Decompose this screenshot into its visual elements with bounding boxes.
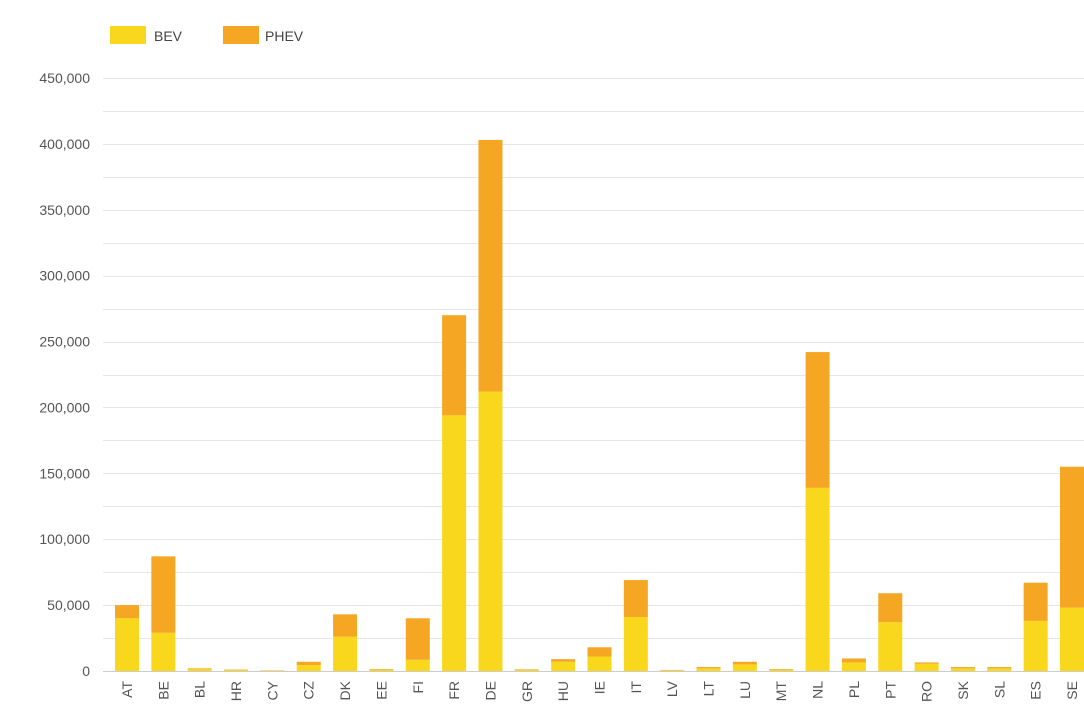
bar-phev-at bbox=[115, 605, 139, 619]
bar-bev-sl bbox=[987, 668, 1012, 671]
bar-phev-ro bbox=[914, 662, 939, 664]
bar-phev-sk bbox=[950, 667, 975, 669]
bar-phev-be bbox=[151, 556, 176, 633]
bar-phev-lt bbox=[696, 667, 721, 669]
bar-bev-be bbox=[151, 632, 176, 671]
x-tick-label: CY bbox=[264, 680, 280, 700]
legend-swatch-phev bbox=[223, 26, 259, 44]
bar-bev-de bbox=[478, 391, 503, 671]
bar-phev-de bbox=[478, 139, 503, 392]
bar-bev-lv bbox=[660, 670, 685, 671]
legend-swatch-bev bbox=[110, 26, 146, 44]
x-tick-label: IE bbox=[592, 681, 608, 694]
x-tick-label: MT bbox=[773, 681, 789, 702]
bar-phev-it bbox=[623, 580, 648, 617]
x-tick-label: GR bbox=[519, 681, 535, 702]
bar-bev-lt bbox=[696, 668, 721, 671]
gridlines bbox=[103, 78, 1084, 639]
x-tick-label: FI bbox=[410, 681, 426, 693]
y-tick-label: 0 bbox=[82, 663, 90, 679]
bar-phev-ie bbox=[587, 647, 612, 657]
x-tick-label: RO bbox=[919, 681, 935, 702]
bar-bev-es bbox=[1023, 620, 1048, 671]
bar-phev-bl bbox=[187, 668, 212, 670]
x-tick-label: EE bbox=[373, 681, 389, 700]
x-tick-label: SK bbox=[955, 680, 971, 699]
bar-phev-hu bbox=[551, 659, 576, 662]
x-tick-label: IT bbox=[628, 681, 644, 694]
x-tick-label: SE bbox=[1064, 681, 1080, 700]
y-tick-label: 200,000 bbox=[39, 399, 90, 415]
x-tick-label: ES bbox=[1028, 681, 1044, 700]
legend: BEV PHEV bbox=[110, 26, 304, 44]
bar-bev-se bbox=[1060, 607, 1084, 671]
x-tick-label: CZ bbox=[301, 681, 317, 700]
y-tick-label: 450,000 bbox=[39, 70, 90, 86]
x-tick-label: SL bbox=[991, 681, 1007, 698]
bar-bev-ie bbox=[587, 656, 612, 671]
x-tick-label: PL bbox=[846, 681, 862, 698]
x-tick-label: HR bbox=[228, 681, 244, 701]
bar-bev-ro bbox=[914, 663, 939, 671]
bar-phev-sl bbox=[987, 667, 1012, 669]
bar-phev-se bbox=[1060, 466, 1084, 608]
x-tick-label: DK bbox=[337, 680, 353, 700]
x-tick-label: NL bbox=[810, 681, 826, 699]
legend-label-bev: BEV bbox=[154, 28, 183, 44]
bar-bev-at bbox=[115, 618, 139, 671]
x-tick-label: LV bbox=[664, 680, 680, 697]
bar-phev-pt bbox=[878, 593, 903, 623]
x-tick-label: LU bbox=[737, 681, 753, 699]
bar-phev-es bbox=[1023, 582, 1048, 621]
bar-phev-gr bbox=[514, 669, 539, 670]
bar-bev-hr bbox=[224, 669, 249, 671]
y-tick-label: 50,000 bbox=[47, 597, 90, 613]
bar-bev-bl bbox=[187, 669, 212, 671]
bar-phev-nl bbox=[805, 352, 830, 488]
bar-bev-pt bbox=[878, 622, 903, 671]
x-axis-tick-labels: AT BE BL HR CY CZ DK EE FI FR DE GR HU IE IT LV LT LU MT NL… bbox=[119, 680, 1080, 702]
bar-bev-fr bbox=[442, 415, 467, 671]
bar-bev-mt bbox=[769, 669, 794, 671]
bar-phev-mt bbox=[769, 669, 794, 670]
y-tick-label: 400,000 bbox=[39, 136, 90, 152]
x-tick-label: HU bbox=[555, 681, 571, 701]
y-tick-label: 150,000 bbox=[39, 465, 90, 481]
y-tick-label: 300,000 bbox=[39, 268, 90, 284]
bar-bev-it bbox=[623, 616, 648, 671]
bar-bev-sk bbox=[950, 668, 975, 671]
x-tick-label: BL bbox=[192, 681, 208, 698]
bar-bev-gr bbox=[514, 669, 539, 671]
bar-bev-ee bbox=[369, 669, 394, 671]
bars bbox=[115, 139, 1084, 671]
bar-phev-lu bbox=[732, 661, 757, 665]
x-tick-label: PT bbox=[882, 681, 898, 699]
bar-phev-cz bbox=[296, 661, 321, 666]
bar-bev-cz bbox=[296, 665, 321, 671]
bar-phev-fr bbox=[442, 315, 467, 416]
x-tick-label: LT bbox=[701, 681, 717, 697]
x-tick-label: AT bbox=[119, 681, 135, 698]
legend-label-phev: PHEV bbox=[265, 28, 304, 44]
bar-phev-ee bbox=[369, 669, 394, 670]
x-tick-label: BE bbox=[155, 681, 171, 700]
bar-bev-nl bbox=[805, 487, 830, 671]
y-tick-label: 100,000 bbox=[39, 531, 90, 547]
bar-phev-dk bbox=[333, 614, 358, 637]
y-tick-label: 250,000 bbox=[39, 334, 90, 350]
x-tick-label: DE bbox=[482, 681, 498, 700]
bar-bev-hu bbox=[551, 661, 576, 671]
x-tick-label: FR bbox=[446, 681, 462, 700]
y-tick-label: 350,000 bbox=[39, 202, 90, 218]
bar-bev-lu bbox=[732, 664, 757, 671]
bar-bev-pl bbox=[841, 662, 866, 671]
y-axis-tick-labels: 0 50,000 100,000 150,000 200,000 250,000 300,0… bbox=[39, 70, 90, 679]
bar-bev-fi bbox=[405, 659, 430, 671]
bar-bev-dk bbox=[333, 636, 358, 671]
bar-phev-fi bbox=[405, 618, 430, 660]
bar-phev-pl bbox=[841, 658, 866, 663]
